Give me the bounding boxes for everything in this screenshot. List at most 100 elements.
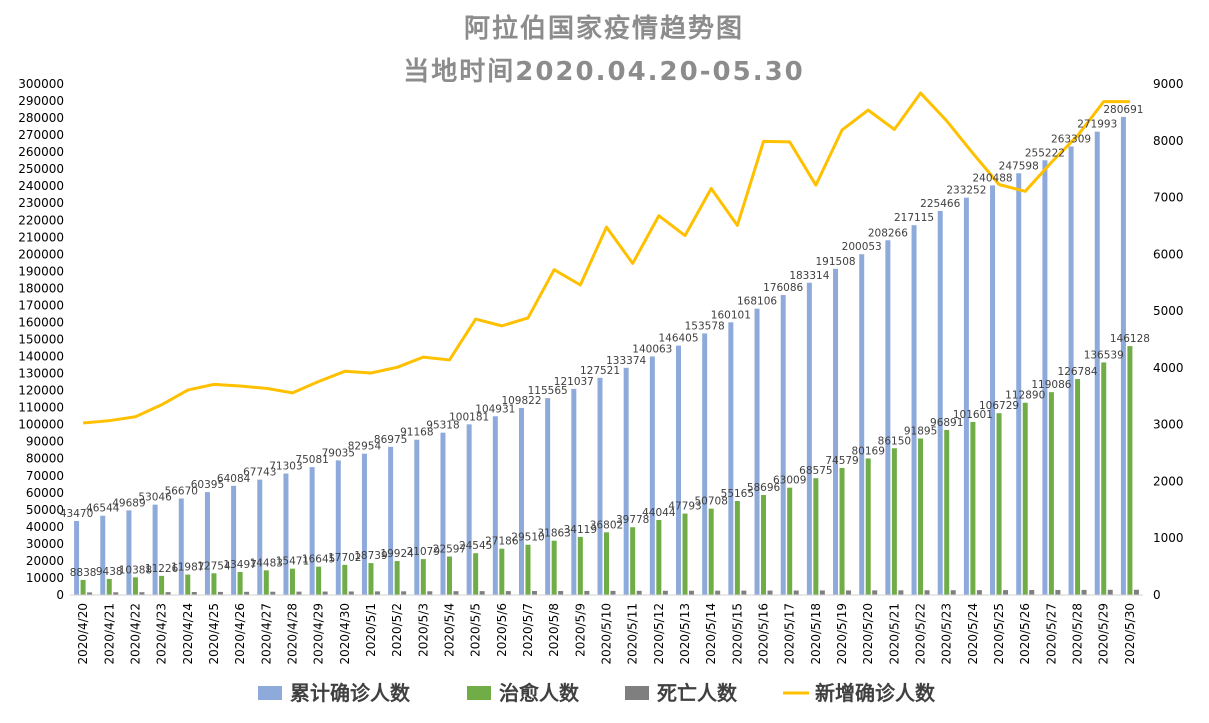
- left-tick-label: 90000: [26, 435, 64, 449]
- x-tick-label: 2020/4/28: [285, 603, 299, 665]
- bar: [126, 510, 132, 595]
- data-label: 53046: [138, 492, 172, 504]
- bar: [342, 564, 348, 595]
- bar: [865, 458, 871, 595]
- bar: [610, 590, 616, 595]
- bar: [453, 591, 459, 595]
- right-tick-label: 3000: [1153, 418, 1184, 432]
- chart-subtitle: 当地时间2020.04.20-05.30: [403, 57, 805, 87]
- x-tick-label: 2020/5/28: [1071, 603, 1085, 665]
- data-label: 191508: [815, 256, 855, 268]
- bar: [708, 508, 714, 595]
- data-label: 91168: [400, 427, 433, 439]
- bar: [289, 568, 295, 595]
- data-label: 133374: [606, 355, 646, 367]
- left-tick-label: 80000: [26, 452, 64, 466]
- bar: [1029, 590, 1035, 595]
- x-tick-label: 2020/5/10: [600, 603, 614, 665]
- bar: [604, 532, 609, 595]
- data-label: 263309: [1051, 133, 1091, 145]
- bar: [976, 590, 982, 595]
- bar: [316, 566, 322, 595]
- data-label: 140063: [632, 343, 672, 355]
- bar: [401, 591, 407, 595]
- bar: [1042, 160, 1048, 596]
- data-label: 82954: [348, 441, 382, 453]
- data-label: 71303: [269, 461, 302, 473]
- data-label: 146128: [1110, 333, 1150, 345]
- data-label: 176086: [763, 282, 803, 294]
- bar: [440, 432, 446, 595]
- data-label: 80169: [852, 445, 885, 457]
- bar: [806, 282, 812, 595]
- bar: [833, 268, 839, 595]
- data-label: 55165: [721, 488, 754, 500]
- bar: [859, 254, 865, 596]
- data-label: 8838: [70, 567, 97, 579]
- bar: [656, 519, 662, 595]
- legend-label: 新增确诊人数: [815, 681, 936, 705]
- data-label: 64084: [217, 473, 251, 485]
- chart-title: 阿拉伯国家疫情趋势图: [464, 13, 744, 44]
- data-label: 101601: [953, 409, 993, 421]
- x-tick-label: 2020/5/20: [861, 603, 875, 665]
- bar: [231, 485, 237, 595]
- data-label: 47793: [668, 501, 701, 513]
- data-label: 19924: [380, 548, 414, 560]
- bar: [211, 573, 217, 595]
- x-tick-label: 2020/5/26: [1018, 603, 1032, 665]
- bar: [1120, 116, 1126, 596]
- left-tick-label: 220000: [18, 213, 64, 227]
- data-label: 255222: [1025, 147, 1065, 159]
- legend: 累计确诊人数 治愈人数 死亡人数 新增确诊人数: [258, 681, 936, 705]
- left-tick-label: 200000: [18, 247, 64, 261]
- bar: [1048, 392, 1054, 595]
- bar: [970, 421, 976, 595]
- right-y-axis: 0 1000 2000 3000 4000 5000 6000 7000 8000 9000: [1153, 77, 1184, 602]
- x-tick-label: 2020/5/2: [390, 603, 404, 657]
- bar-series: [74, 116, 1139, 596]
- bar: [813, 478, 819, 595]
- bar: [139, 592, 145, 595]
- data-label: 100181: [449, 411, 489, 423]
- bar: [963, 197, 969, 595]
- data-label: 247598: [999, 160, 1039, 172]
- x-tick-label: 2020/4/21: [102, 603, 116, 665]
- bar: [551, 540, 557, 595]
- x-tick-label: 2020/5/29: [1097, 603, 1111, 665]
- bar: [283, 473, 289, 595]
- right-tick-label: 0: [1153, 588, 1161, 602]
- bar: [473, 553, 479, 595]
- bar: [623, 367, 629, 595]
- data-label: 112890: [1005, 390, 1045, 402]
- bar: [204, 492, 210, 595]
- left-tick-label: 120000: [18, 384, 64, 398]
- bar: [394, 561, 400, 595]
- data-label: 11987: [171, 562, 204, 574]
- x-tick-label: 2020/4/23: [155, 603, 169, 665]
- bar: [178, 498, 184, 595]
- data-label: 109822: [501, 395, 541, 407]
- data-label: 46544: [86, 503, 120, 515]
- bar: [237, 572, 243, 595]
- data-label: 208266: [868, 227, 908, 239]
- bar: [741, 590, 747, 595]
- data-label: 22597: [433, 544, 466, 556]
- data-label: 67743: [243, 467, 276, 479]
- data-label: 104931: [475, 403, 515, 415]
- data-label: 31863: [537, 528, 570, 540]
- bar: [80, 579, 86, 595]
- bar: [296, 591, 302, 595]
- data-label: 12754: [197, 560, 231, 572]
- bar: [872, 590, 878, 595]
- data-label: 21079: [407, 546, 440, 558]
- left-tick-label: 150000: [18, 333, 64, 347]
- bar: [846, 590, 852, 595]
- legend-swatch: [467, 686, 491, 700]
- bar: [374, 591, 380, 595]
- bar: [597, 377, 603, 595]
- line-series: [82, 91, 1130, 425]
- bar: [793, 590, 799, 595]
- bar: [571, 388, 577, 595]
- data-label: 10388: [119, 564, 152, 576]
